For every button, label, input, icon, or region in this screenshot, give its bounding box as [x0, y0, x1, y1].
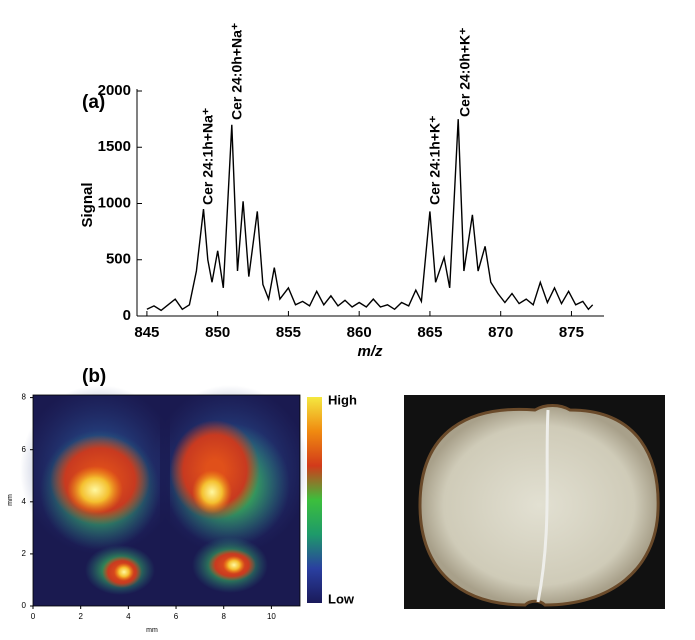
x-tick-label: 860 — [347, 324, 372, 341]
y-axis-label: mm — [7, 494, 14, 506]
x-tick-label: 2 — [78, 612, 83, 621]
panel-label: (a) — [82, 92, 105, 113]
x-tick-label: 870 — [488, 324, 513, 341]
peak-annotation: Cer 24:1h+Na⁺ — [200, 108, 216, 205]
x-tick-label: 8 — [221, 612, 226, 621]
colorbar-low: Low — [328, 591, 355, 606]
colorbar — [307, 397, 322, 603]
y-tick-label: 1000 — [98, 194, 131, 211]
x-tick-label: 850 — [205, 324, 230, 341]
peak-annotation: Cer 24:0h+K⁺ — [457, 28, 473, 117]
x-tick-label: 6 — [174, 612, 179, 621]
y-tick-label: 4 — [22, 497, 27, 506]
plot-frame — [32, 394, 301, 607]
panel-label: (b) — [82, 366, 106, 387]
y-axis-label: Signal — [79, 182, 96, 227]
y-tick-label: 500 — [106, 251, 131, 268]
y-tick-label: 8 — [22, 393, 27, 402]
y-tick-label: 0 — [123, 307, 131, 324]
y-tick-label: 1500 — [98, 138, 131, 155]
x-tick-label: 10 — [267, 612, 276, 621]
spectrum-line — [146, 119, 594, 312]
x-axis-label: m/z — [357, 343, 383, 360]
heatmap-image — [20, 385, 310, 606]
y-tick-label: 2 — [22, 549, 27, 558]
peak-annotation: Cer 24:0h+Na⁺ — [229, 23, 245, 120]
x-axis-label: mm — [146, 627, 158, 634]
x-tick-label: 4 — [126, 612, 131, 621]
peak-annotation: Cer 24:1h+K⁺ — [427, 116, 443, 205]
x-tick-label: 875 — [559, 324, 584, 341]
x-tick-label: 855 — [276, 324, 301, 341]
colorbar-high: High — [328, 392, 357, 407]
y-tick-label: 6 — [22, 445, 27, 454]
y-tick-label: 2000 — [98, 82, 131, 99]
tissue-photo — [404, 395, 665, 609]
x-tick-label: 845 — [134, 324, 159, 341]
x-tick-label: 865 — [417, 324, 442, 341]
y-tick-label: 0 — [22, 601, 27, 610]
x-tick-label: 0 — [31, 612, 36, 621]
